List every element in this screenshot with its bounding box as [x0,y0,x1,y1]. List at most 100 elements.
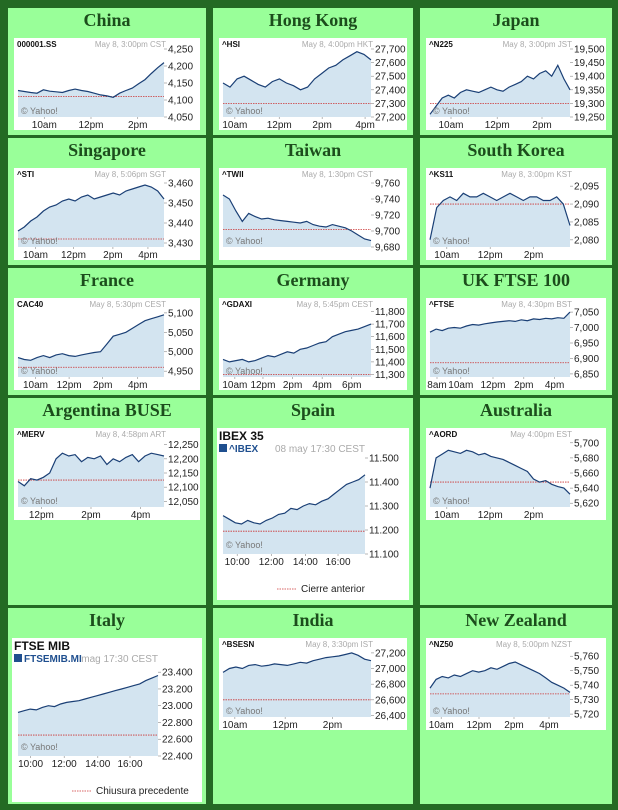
intraday-chart[interactable]: IBEX 35 ^IBEX 08 may 17:30 CEST © Yahoo! 11.… [217,428,409,600]
yahoo-watermark: © Yahoo! [433,366,470,376]
market-title[interactable]: Hong Kong [268,10,358,30]
intraday-chart[interactable]: ^N225 May 8, 3:00pm JST © Yahoo! 19,500 19,4… [426,38,606,130]
intraday-chart[interactable]: 000001.SS May 8, 3:00pm CST © Yahoo! 4,250 4… [14,38,200,130]
x-tick-label: 10am [222,380,247,390]
intraday-chart[interactable]: ^FTSE May 8, 4:30pm BST © Yahoo! 7,050 7,000… [426,298,606,390]
chart-svg: ^TWII May 8, 1:30pm CST © Yahoo! 9,760 9,740… [222,170,400,254]
market-title[interactable]: South Korea [467,140,565,160]
yahoo-watermark: © Yahoo! [226,236,263,246]
y-tick-label: 27,500 [375,72,406,83]
y-tick-label: 5,100 [168,308,193,319]
x-tick-label: 12pm [61,250,86,260]
intraday-chart[interactable]: ^GDAXI May 8, 5:45pm CEST © Yahoo! 11,800 11… [219,298,407,390]
x-tick-label: 4pm [138,250,157,260]
market-title[interactable]: China [83,10,131,30]
chart-svg: ^FTSE May 8, 4:30pm BST © Yahoo! 7,050 7,000… [427,300,599,390]
chart-svg: CAC40 May 8, 5:30pm CEST © Yahoo! 5,100 5,05… [17,300,193,390]
intraday-chart[interactable]: ^BSESN May 8, 3:30pm IST © Yahoo! 27,200 27,… [219,638,407,730]
market-title[interactable]: Argentina BUSE [42,400,172,420]
yahoo-watermark: © Yahoo! [21,236,58,246]
x-tick-label: 12pm [267,120,292,130]
market-title[interactable]: France [80,270,134,290]
y-tick-label: 27,400 [375,85,406,96]
y-tick-label: 11,500 [375,345,405,356]
chart-svg: ^KS11 May 8, 3:00pm KST © Yahoo! 2,095 2,090… [429,170,599,260]
x-tick-label: 14:00 [85,759,110,770]
y-tick-label: 26,800 [375,680,406,691]
intraday-chart[interactable]: ^TWII May 8, 1:30pm CST © Yahoo! 9,760 9,740… [219,168,407,260]
x-tick-label: 12pm [478,510,503,520]
market-title[interactable]: Japan [492,10,540,30]
ticker-symbol: ^AORD [429,430,457,439]
chart-svg: ^BSESN May 8, 3:30pm IST © Yahoo! 27,200 27,… [222,640,406,730]
x-tick-label: 10am [434,510,459,520]
market-title[interactable]: Taiwan [284,140,342,160]
yahoo-watermark: © Yahoo! [21,742,58,752]
market-title[interactable]: Spain [290,400,336,420]
ticker-symbol: ^IBEX [229,444,259,455]
market-cell-india: India ^BSESN May 8, 3:30pm IST © Yahoo! 27,2… [213,608,413,804]
market-title[interactable]: UK FTSE 100 [461,270,571,290]
y-tick-label: 4,050 [168,113,193,124]
y-tick-label: 5,720 [574,710,599,721]
y-tick-label: 19,500 [574,45,605,56]
intraday-chart[interactable]: FTSE MIB FTSEMIB.MI mag 17:30 CEST © Yahoo!… [12,638,202,802]
x-tick-label: 12pm [480,380,505,390]
intraday-chart[interactable]: ^KS11 May 8, 3:00pm KST © Yahoo! 2,095 2,090… [426,168,606,260]
intraday-chart[interactable]: CAC40 May 8, 5:30pm CEST © Yahoo! 5,100 5,05… [14,298,200,390]
intraday-chart[interactable]: ^MERV May 8, 4:58pm ART © Yahoo! 12,250 12,2… [14,428,200,520]
chart-svg: ^STI May 8, 5:06pm SGT © Yahoo! 3,460 3,450 3… [17,170,193,260]
x-tick-label: 2pm [524,510,543,520]
y-tick-label: 12,100 [168,483,199,494]
market-cell-hong-kong: Hong Kong ^HSI May 8, 4:00pm HKT © Yahoo! 27… [213,8,413,135]
y-tick-label: 12,250 [168,440,199,451]
x-tick-label: 4pm [545,380,564,390]
price-area [430,450,570,507]
market-cell-france: France CAC40 May 8, 5:30pm CEST © Yahoo! 5,1… [8,268,206,395]
market-title[interactable]: India [292,610,334,630]
yahoo-watermark: © Yahoo! [433,706,470,716]
y-tick-label: 2,085 [574,217,599,228]
y-tick-label: 22.800 [162,718,193,729]
y-tick-label: 11,700 [375,320,405,331]
previous-close-legend: Chiusura precedente [96,786,189,797]
y-tick-label: 6,900 [574,354,599,365]
market-title[interactable]: Germany [276,270,350,290]
yahoo-watermark: © Yahoo! [21,496,58,506]
x-tick-label: 4pm [128,380,147,390]
intraday-chart[interactable]: ^HSI May 8, 4:00pm HKT © Yahoo! 27,700 27,60… [219,38,407,130]
y-tick-label: 19,350 [574,85,605,96]
price-area [223,324,371,377]
market-title[interactable]: New Zealand [465,610,567,630]
x-tick-label: 2pm [283,380,302,390]
x-tick-label: 12pm [273,720,298,730]
intraday-chart[interactable]: ^AORD May 4:00pm EST © Yahoo! 5,700 5,680 5,6… [426,428,606,520]
chart-svg: ^AORD May 4:00pm EST © Yahoo! 5,700 5,680 5,6… [429,430,599,520]
price-line [17,452,165,487]
y-tick-label: 27,200 [375,113,406,124]
price-line [429,311,571,333]
price-line [429,449,571,495]
yahoo-watermark: © Yahoo! [226,106,263,116]
y-tick-label: 27,300 [375,99,406,110]
price-line [17,314,165,361]
x-tick-label: 12:00 [259,557,284,568]
quote-time: May 8, 4:30pm BST [501,300,572,309]
y-tick-label: 11.400 [369,478,399,489]
x-tick-label: 10am [434,250,459,260]
intraday-chart[interactable]: ^NZ50 May 8, 5:00pm NZST © Yahoo! 5,760 5,75… [426,638,606,730]
market-title[interactable]: Australia [480,400,552,420]
chart-svg: IBEX 35^IBEX 08 may 17:30 CEST © Yahoo! 11.… [219,429,399,595]
price-area [18,185,164,247]
market-title[interactable]: Singapore [68,140,146,160]
market-cell-singapore: Singapore ^STI May 8, 5:06pm SGT © Yahoo! 3,… [8,138,206,265]
y-tick-label: 5,640 [574,484,599,495]
yahoo-watermark: © Yahoo! [433,496,470,506]
intraday-chart[interactable]: ^STI May 8, 5:06pm SGT © Yahoo! 3,460 3,450 3… [14,168,200,260]
y-tick-label: 6,850 [574,369,599,380]
y-tick-label: 5,680 [574,453,599,464]
chart-svg: 000001.SS May 8, 3:00pm CST © Yahoo! 4,250 4… [17,40,193,130]
market-title[interactable]: Italy [89,610,125,630]
quote-time: May 8, 3:00pm JST [503,40,572,49]
